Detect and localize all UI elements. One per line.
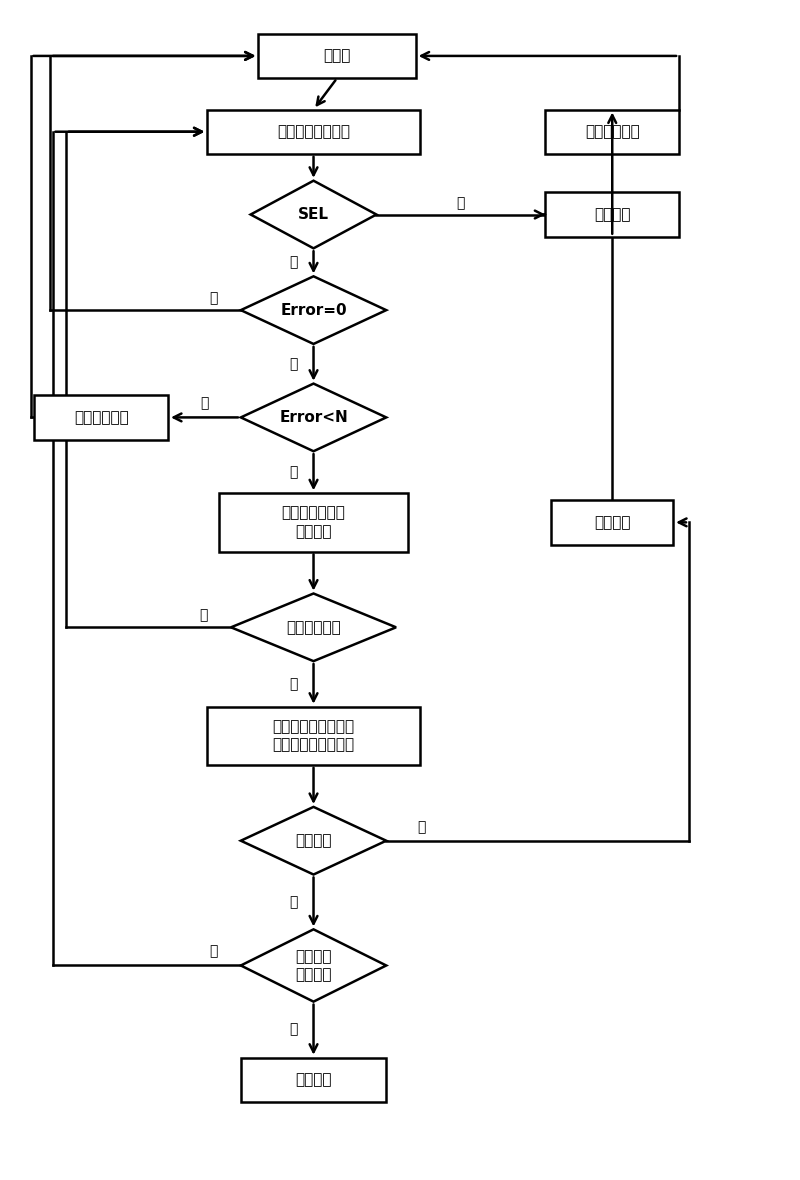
Text: 模拟源: 模拟源 — [323, 48, 350, 64]
Text: 供电循环: 供电循环 — [594, 514, 630, 530]
FancyBboxPatch shape — [258, 34, 416, 78]
FancyBboxPatch shape — [546, 110, 679, 153]
FancyBboxPatch shape — [207, 110, 420, 153]
Text: Error<N: Error<N — [279, 409, 348, 425]
Polygon shape — [241, 930, 386, 1002]
Text: 重启操作: 重启操作 — [594, 206, 630, 222]
Text: 是: 是 — [418, 820, 426, 834]
Polygon shape — [231, 594, 396, 661]
Polygon shape — [241, 276, 386, 343]
Text: 结束试验: 结束试验 — [295, 1073, 332, 1087]
Text: 是否功能失效: 是否功能失效 — [286, 620, 341, 635]
Text: 是: 是 — [200, 396, 209, 411]
Text: 重写存储单元后
读取数据: 重写存储单元后 读取数据 — [282, 505, 346, 539]
Text: 读取存储单元数据: 读取存储单元数据 — [277, 124, 350, 139]
Text: 重写存储单元: 重写存储单元 — [585, 124, 640, 139]
FancyBboxPatch shape — [241, 1057, 386, 1102]
Text: 否: 否 — [209, 944, 218, 958]
FancyBboxPatch shape — [546, 192, 679, 237]
FancyBboxPatch shape — [207, 707, 420, 765]
Polygon shape — [250, 181, 377, 248]
Polygon shape — [241, 384, 386, 451]
Text: 否: 否 — [290, 465, 298, 479]
Text: 是否达到
试验要求: 是否达到 试验要求 — [295, 949, 332, 982]
Text: 否: 否 — [290, 356, 298, 371]
Text: 是: 是 — [290, 677, 298, 690]
Text: 否: 否 — [290, 255, 298, 269]
Text: Error=0: Error=0 — [280, 302, 347, 317]
Text: 是: 是 — [209, 291, 218, 306]
Polygon shape — [241, 807, 386, 874]
Text: 是: 是 — [457, 196, 465, 210]
Text: 否: 否 — [290, 894, 298, 909]
FancyBboxPatch shape — [219, 493, 408, 551]
Text: 重写配置寄存器和存
储单元后，读取数据: 重写配置寄存器和存 储单元后，读取数据 — [273, 719, 354, 753]
Text: 是: 是 — [290, 1023, 298, 1036]
Text: 重写存储单元: 重写存储单元 — [74, 409, 129, 425]
FancyBboxPatch shape — [551, 500, 673, 544]
Text: 是否死机: 是否死机 — [295, 833, 332, 848]
FancyBboxPatch shape — [34, 395, 168, 440]
Text: SEL: SEL — [298, 206, 329, 222]
Text: 否: 否 — [199, 609, 207, 623]
